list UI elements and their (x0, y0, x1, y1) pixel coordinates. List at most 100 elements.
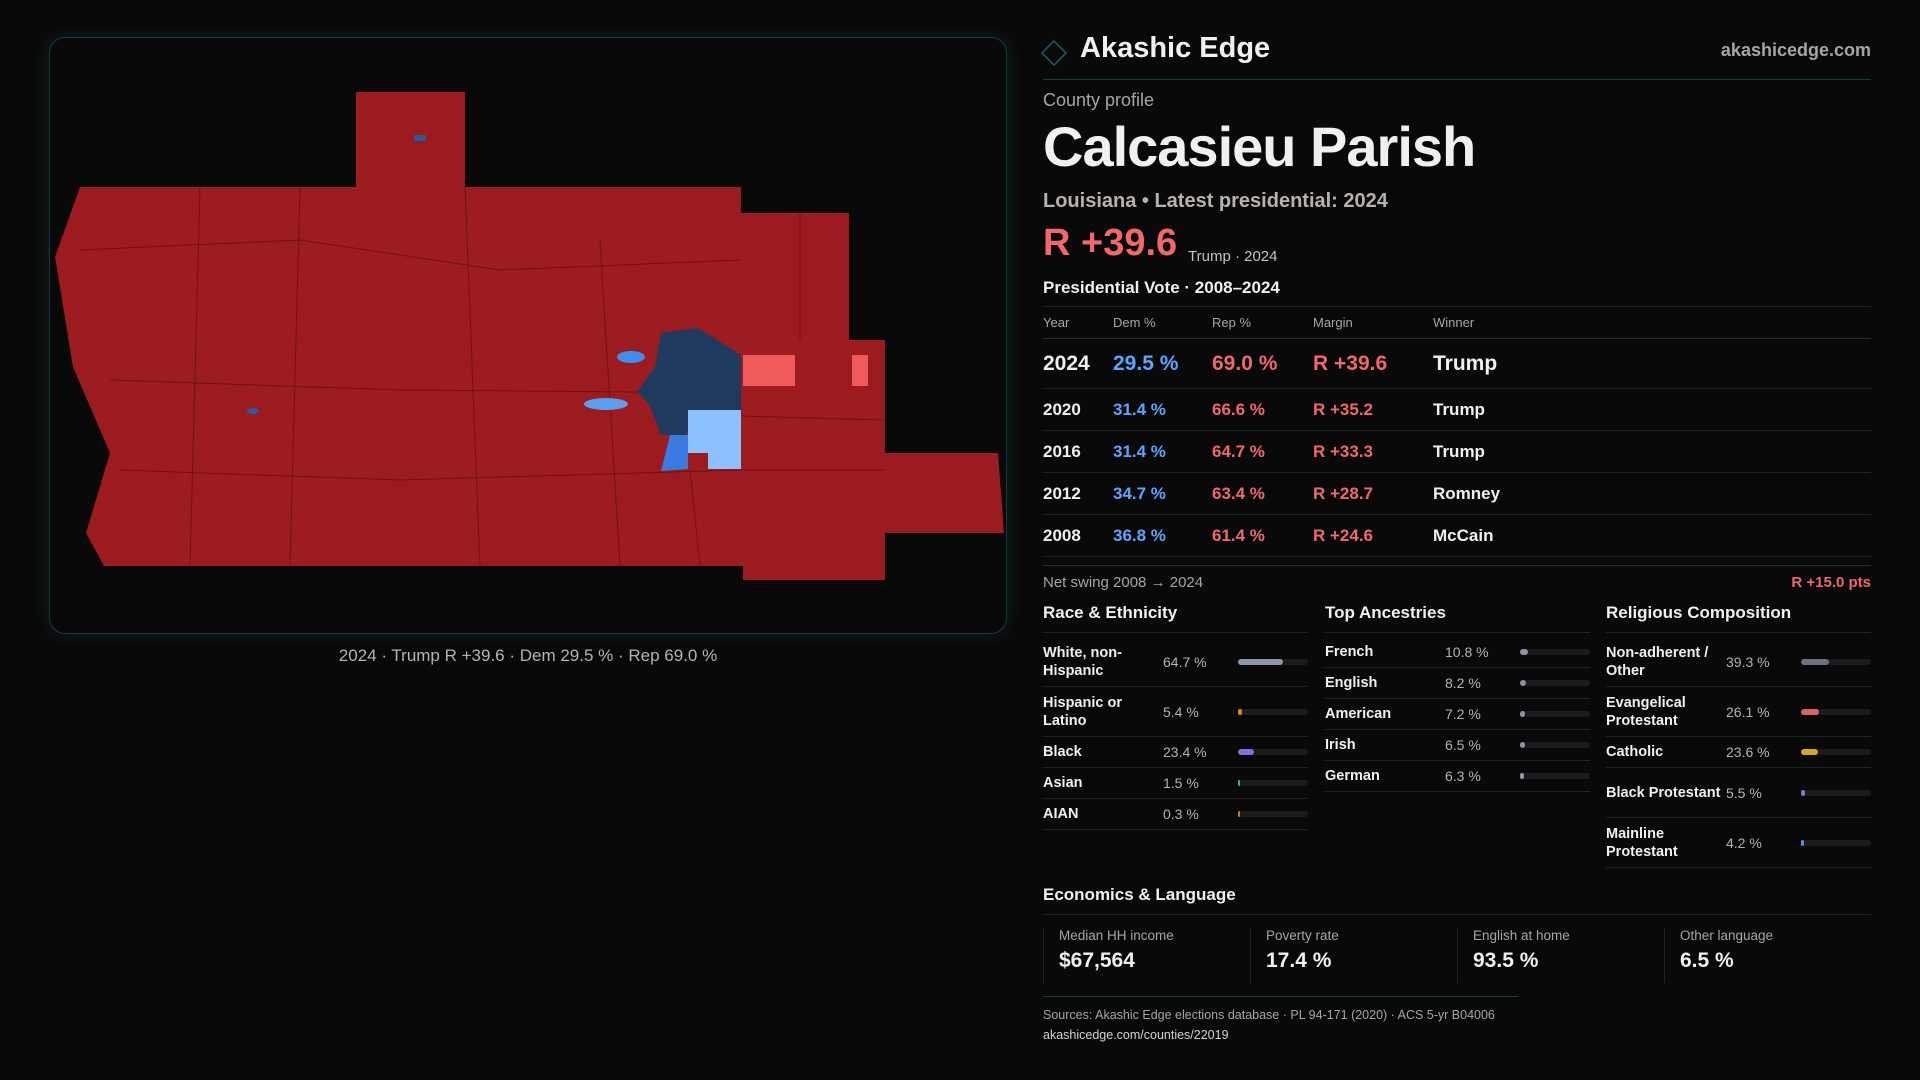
race-section: Race & Ethnicity White, non-Hispanic 64.7 … (1043, 603, 1308, 830)
race-row: AIAN 0.3 % (1043, 799, 1308, 830)
ancestry-row: German 6.3 % (1325, 761, 1590, 792)
ancestry-value: 10.8 % (1445, 644, 1489, 660)
ancestry-bar-fill (1520, 773, 1525, 779)
header: Akashic Edge akashicedge.com (1040, 30, 1871, 80)
vote-margin: R +33.3 (1313, 430, 1433, 473)
vote-rep: 66.6 % (1212, 388, 1313, 431)
religion-label: Evangelical Protestant (1606, 694, 1686, 729)
sources-url[interactable]: akashicedge.com/counties/22019 (1043, 1028, 1229, 1042)
religion-section: Religious Composition Non-adherent / Othe… (1606, 603, 1871, 868)
net-swing-value: R +15.0 pts (1791, 574, 1871, 591)
vote-dem: 29.5 % (1113, 338, 1212, 389)
stat-label: Other language (1680, 928, 1774, 943)
race-bar (1238, 780, 1308, 786)
sources-text: Sources: Akashic Edge elections database… (1043, 1008, 1495, 1022)
vote-row: 2024 29.5 % 69.0 % R +39.6 Trump (1043, 338, 1871, 389)
votes-title: Presidential Vote · 2008–2024 (1043, 278, 1280, 297)
headline-sub: Trump · 2024 (1188, 248, 1278, 265)
religion-bar-fill (1801, 749, 1818, 755)
col-winner: Winner (1433, 306, 1871, 339)
map-caption: 2024 · Trump R +39.6 · Dem 29.5 % · Rep … (338, 646, 718, 665)
race-label: Hispanic or Latino (1043, 694, 1122, 729)
economics-title: Economics & Language (1043, 885, 1871, 915)
map-precinct-dem-small[interactable] (414, 135, 426, 141)
economics-stats: Median HH income $67,564 Poverty rate 17.4… (1043, 928, 1871, 983)
eyebrow: County profile (1043, 90, 1155, 110)
vote-rep: 63.4 % (1212, 472, 1313, 515)
map-precinct-rep-lean[interactable] (852, 355, 868, 386)
subtitle: Louisiana • Latest presidential: 2024 (1043, 190, 1388, 212)
vote-dem: 36.8 % (1113, 514, 1212, 557)
ancestry-bar (1520, 649, 1590, 655)
stat-label: Poverty rate (1266, 928, 1339, 943)
race-bar (1238, 658, 1308, 665)
vote-margin: R +35.2 (1313, 388, 1433, 431)
religion-bar (1801, 708, 1871, 715)
map-panel (49, 37, 1007, 634)
ancestry-label: American (1325, 706, 1392, 722)
vote-year: 2016 (1043, 430, 1113, 473)
col-year: Year (1043, 306, 1113, 339)
religion-value: 26.1 % (1726, 703, 1770, 720)
map-precinct-dem-mid[interactable] (661, 435, 688, 471)
map-precinct-dem-lake[interactable] (584, 398, 628, 410)
map-parish-outline[interactable] (55, 92, 1004, 580)
net-swing-label: Net swing 2008 → 2024 (1043, 574, 1204, 591)
race-row: Asian 1.5 % (1043, 768, 1308, 799)
religion-label: Non-adherent / Other (1606, 644, 1709, 679)
ancestry-label: English (1325, 675, 1378, 691)
race-value: 0.3 % (1163, 806, 1199, 822)
religion-value: 39.3 % (1726, 653, 1770, 670)
race-bar (1238, 749, 1308, 755)
vote-winner: Trump (1433, 430, 1871, 473)
ancestry-row: English 8.2 % (1325, 668, 1590, 699)
stat-label: Median HH income (1059, 928, 1174, 943)
col-rep: Rep % (1212, 306, 1313, 339)
religion-row: Catholic 23.6 % (1606, 737, 1871, 768)
ancestry-bar-fill (1520, 711, 1526, 717)
vote-margin: R +24.6 (1313, 514, 1433, 557)
ancestry-bar (1520, 773, 1590, 779)
map-precinct-dem-upper[interactable] (617, 351, 645, 363)
race-bar-fill (1238, 811, 1240, 817)
vote-dem: 34.7 % (1113, 472, 1212, 515)
religion-bar-fill (1801, 789, 1805, 796)
religion-bar-fill (1801, 839, 1804, 846)
religion-value: 4.2 % (1726, 834, 1762, 851)
stat-income: Median HH income $67,564 (1043, 928, 1250, 983)
race-label: Asian (1043, 775, 1083, 791)
net-swing: Net swing 2008 → 2024 R +15.0 pts (1043, 565, 1871, 591)
headline-margin: R +39.6 (1043, 222, 1178, 264)
vote-dem: 31.4 % (1113, 388, 1212, 431)
vote-margin: R +39.6 (1313, 338, 1433, 389)
race-row: Black 23.4 % (1043, 737, 1308, 768)
ancestry-label: French (1325, 644, 1374, 660)
religion-bar (1801, 658, 1871, 665)
race-value: 1.5 % (1163, 775, 1199, 791)
votes-table: Year Dem % Rep % Margin Winner 2024 29.5 … (1043, 306, 1871, 557)
vote-row: 2008 36.8 % 61.4 % R +24.6 McCain (1043, 514, 1871, 557)
ancestry-section: Top Ancestries French 10.8 % English 8.2 % Am… (1325, 603, 1590, 792)
brand-name[interactable]: Akashic Edge (1080, 32, 1271, 64)
race-label: Black (1043, 744, 1082, 760)
stat-value: 6.5 % (1680, 949, 1734, 972)
ancestry-bar (1520, 742, 1590, 748)
race-title: Race & Ethnicity (1043, 603, 1308, 633)
map-precinct-dem-strong[interactable] (637, 328, 741, 435)
religion-value: 5.5 % (1726, 784, 1762, 801)
ancestry-value: 6.3 % (1445, 768, 1481, 784)
map-precinct-rep-lean[interactable] (743, 355, 795, 386)
religion-bar-fill (1801, 658, 1829, 665)
map-precinct-dem-small[interactable] (247, 408, 259, 414)
col-margin: Margin (1313, 306, 1433, 339)
ancestry-label: German (1325, 768, 1380, 784)
ancestry-value: 7.2 % (1445, 706, 1481, 722)
site-link[interactable]: akashicedge.com (1720, 40, 1871, 60)
stat-value: 17.4 % (1266, 949, 1332, 972)
sources: Sources: Akashic Edge elections database… (1043, 996, 1518, 1045)
map-precinct-dem-lean[interactable] (688, 410, 741, 469)
religion-row: Black Protestant 5.5 % (1606, 768, 1871, 818)
race-value: 23.4 % (1163, 744, 1207, 760)
page-title: Calcasieu Parish (1043, 115, 1476, 178)
